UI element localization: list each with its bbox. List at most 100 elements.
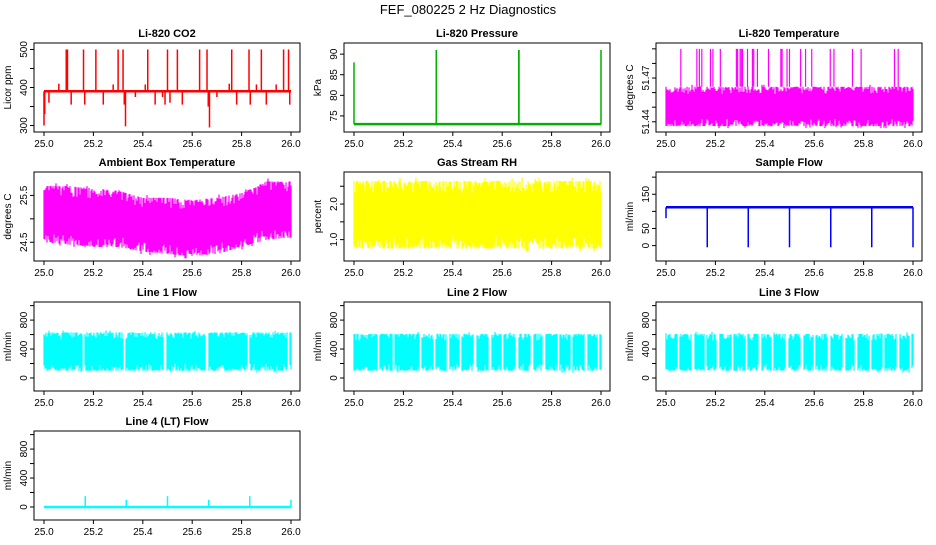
x-tick-label: 25.6 [182,268,202,279]
data-marks [43,178,292,259]
y-tick-label: 50 [641,222,652,234]
y-tick-label: 2.0 [329,197,340,211]
x-tick-label: 25.6 [804,398,824,409]
x-tick-label: 25.2 [84,268,104,279]
x-tick-label: 25.2 [84,398,104,409]
x-tick-label: 25.6 [182,139,202,150]
plot-frame [343,42,611,133]
x-tick-label: 25.4 [443,398,463,409]
x-tick-label: 25.2 [84,139,104,150]
x-tick-label: 25.4 [133,398,153,409]
x-tick-label: 25.4 [755,268,775,279]
y-tick-label: 400 [19,469,30,486]
y-tick-label: 51.47 [641,65,652,90]
x-tick-label: 25.6 [492,398,512,409]
x-tick-label: 25.0 [656,398,676,409]
x-tick-label: 25.2 [394,268,414,279]
x-tick-label: 25.2 [394,139,414,150]
data-marks [665,48,914,129]
panel-title: Gas Stream RH [437,157,517,169]
panel-line-2-flow: Line 2 Flow ml/min 25.0 25.2 25.4 25.6 25.8 26.… [313,287,611,409]
panel-line-1-flow: Line 1 Flow ml/min 25.0 25.2 25.4 25.6 25.8 26.… [3,287,301,409]
y-axis-label: degrees C [3,193,14,239]
y-tick-label: 25.5 [19,185,30,205]
panel-li-820-temperature: Li-820 Temperature degrees C 25.0 25.2 25.4 2… [625,28,923,150]
figure-title: FEF_080225 2 Hz Diagnostics [380,2,557,17]
x-tick-label: 25.8 [232,139,252,150]
x-tick-label: 26.0 [281,139,301,150]
x-tick-label: 25.8 [854,398,874,409]
x-tick-label: 25.6 [804,268,824,279]
x-tick-label: 25.0 [34,527,54,538]
x-tick-label: 25.6 [804,139,824,150]
y-tick-label: 400 [641,340,652,357]
x-tick-label: 25.4 [755,139,775,150]
x-tick-label: 25.0 [34,398,54,409]
x-tick-label: 25.0 [344,398,364,409]
x-tick-label: 25.4 [133,139,153,150]
panel-title: Sample Flow [755,157,823,169]
data-marks [665,331,914,373]
y-tick-label: 24.5 [19,232,30,252]
y-tick-label: 1.0 [329,232,340,246]
y-tick-label: 75 [329,110,340,122]
y-tick-label: 800 [19,311,30,328]
x-tick-label: 26.0 [591,139,611,150]
x-tick-label: 25.0 [344,268,364,279]
data-marks [43,49,291,128]
x-tick-label: 25.6 [182,527,202,538]
panel-title: Ambient Box Temperature [99,157,236,169]
panel-li-820-pressure: Li-820 Pressure kPa 25.0 25.2 25.4 25.6 25.8 26… [313,28,611,150]
panel-title: Li-820 CO2 [138,28,195,40]
y-axis-label: ml/min [625,202,636,231]
y-axis-label: kPa [313,78,324,96]
y-axis-label: degrees C [625,64,636,110]
panel-sample-flow: Sample Flow ml/min 25.0 25.2 25.4 25.6 25.8 26.… [625,157,923,279]
x-tick-label: 25.8 [542,268,562,279]
panel-ambient-box-temperature: Ambient Box Temperature degrees C 25.0 25.2… [3,157,301,279]
y-axis-label: ml/min [313,332,324,361]
y-tick-label: 400 [329,340,340,357]
x-tick-label: 25.6 [182,398,202,409]
panel-line-3-flow: Line 3 Flow ml/min 25.0 25.2 25.4 25.6 25.8 26.… [625,287,923,409]
panel-title: Line 2 Flow [447,287,507,299]
x-tick-label: 26.0 [281,527,301,538]
panel-gas-stream-rh: Gas Stream RH percent 25.0 25.2 25.4 25.6 25.8… [313,157,611,279]
y-axis-label: ml/min [3,461,14,490]
y-tick-label: 85 [329,69,340,81]
x-tick-label: 26.0 [281,268,301,279]
x-tick-label: 25.6 [492,139,512,150]
panel-title: Line 4 (LT) Flow [126,416,209,428]
y-tick-label: 500 [19,41,30,58]
panel-title: Li-820 Temperature [739,28,840,40]
x-tick-label: 25.0 [34,268,54,279]
y-tick-label: 800 [19,440,30,457]
panel-li-820-co2: Li-820 CO2 Licor ppm 25.0 25.2 25.4 25.6 25.8 2… [3,28,301,150]
x-tick-label: 25.8 [232,268,252,279]
panel-title: Line 3 Flow [759,287,819,299]
y-tick-label: 51.44 [641,109,652,134]
x-tick-label: 25.0 [656,268,676,279]
x-tick-label: 25.0 [34,139,54,150]
x-tick-label: 26.0 [281,398,301,409]
y-tick-label: 0 [641,242,652,248]
x-tick-label: 25.8 [542,139,562,150]
x-tick-label: 25.4 [443,139,463,150]
panel-line-4-lt-flow: Line 4 (LT) Flow ml/min 25.0 25.2 25.4 25.6 25… [3,416,301,538]
y-tick-label: 0 [19,375,30,381]
y-tick-label: 90 [329,48,340,60]
y-tick-label: 800 [641,311,652,328]
y-tick-label: 400 [19,340,30,357]
y-tick-label: 300 [19,117,30,134]
panel-title: Line 1 Flow [137,287,197,299]
x-tick-label: 25.8 [854,268,874,279]
panel-title: Li-820 Pressure [436,28,518,40]
x-tick-label: 25.2 [706,268,726,279]
x-tick-label: 25.8 [232,398,252,409]
data-marks [353,332,602,373]
x-tick-label: 25.8 [542,398,562,409]
x-tick-label: 25.6 [492,268,512,279]
data-marks [43,330,292,373]
data-marks [353,50,602,126]
